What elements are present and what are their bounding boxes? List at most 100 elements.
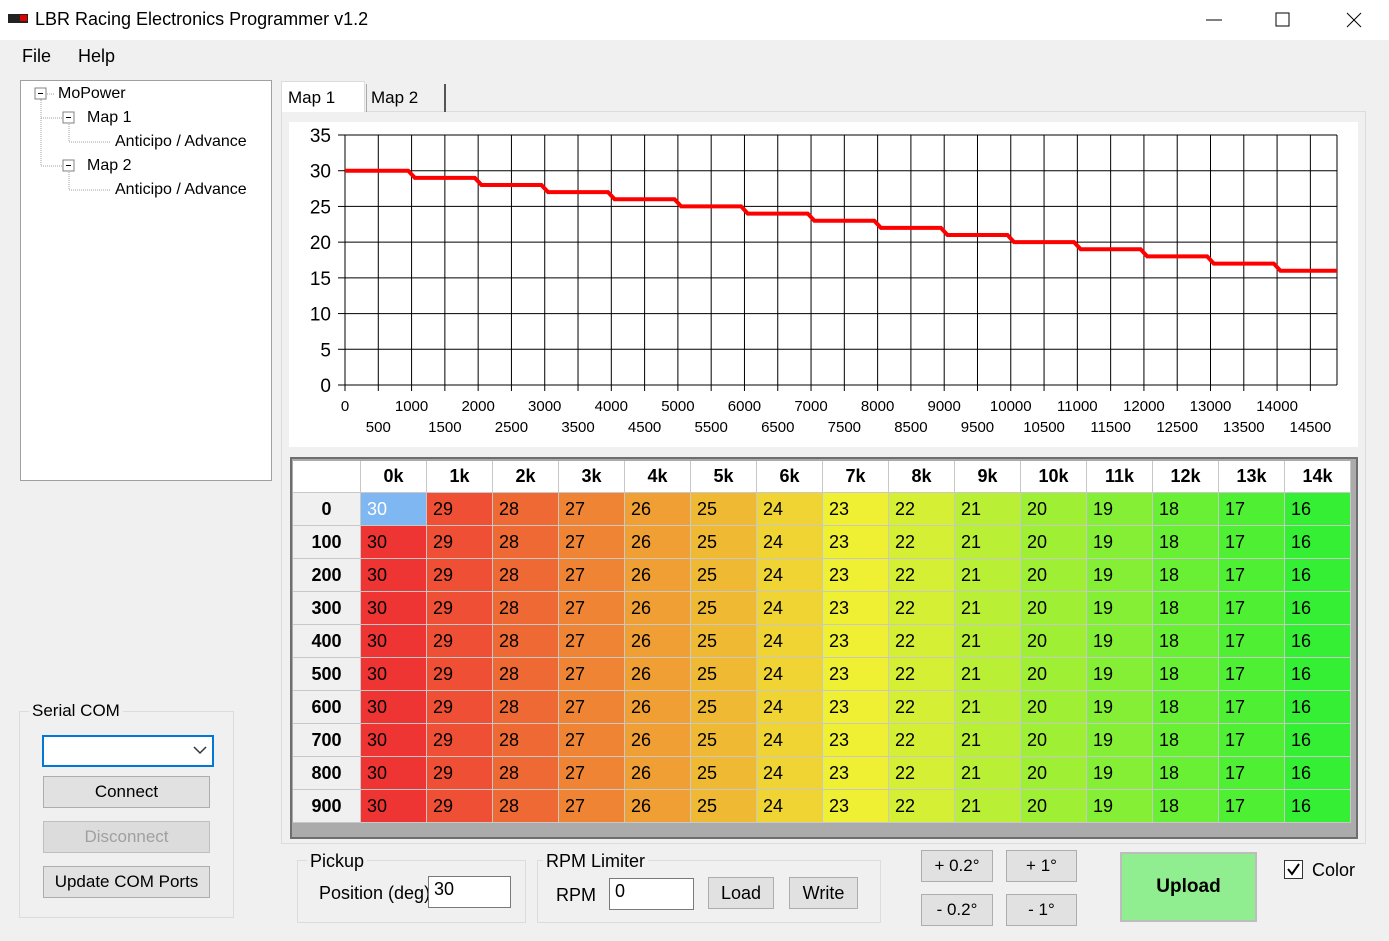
data-cell[interactable]: 18 (1153, 658, 1219, 691)
data-cell[interactable]: 21 (955, 526, 1021, 559)
data-cell[interactable]: 26 (625, 526, 691, 559)
data-cell[interactable]: 18 (1153, 691, 1219, 724)
data-cell[interactable]: 21 (955, 724, 1021, 757)
data-cell[interactable]: 22 (889, 559, 955, 592)
data-cell[interactable]: 20 (1021, 757, 1087, 790)
data-cell[interactable]: 29 (427, 658, 493, 691)
data-cell[interactable]: 25 (691, 757, 757, 790)
data-cell[interactable]: 22 (889, 493, 955, 526)
data-cell[interactable]: 16 (1285, 724, 1351, 757)
data-cell[interactable]: 27 (559, 559, 625, 592)
data-cell[interactable]: 20 (1021, 658, 1087, 691)
data-cell[interactable]: 29 (427, 592, 493, 625)
data-cell[interactable]: 22 (889, 691, 955, 724)
data-cell[interactable]: 16 (1285, 526, 1351, 559)
data-cell[interactable]: 16 (1285, 625, 1351, 658)
data-cell[interactable]: 28 (493, 691, 559, 724)
data-cell[interactable]: 26 (625, 658, 691, 691)
data-cell[interactable]: 24 (757, 658, 823, 691)
data-cell[interactable]: 17 (1219, 625, 1285, 658)
data-cell[interactable]: 25 (691, 724, 757, 757)
data-cell[interactable]: 17 (1219, 691, 1285, 724)
data-cell[interactable]: 18 (1153, 559, 1219, 592)
data-cell[interactable]: 27 (559, 658, 625, 691)
data-cell[interactable]: 25 (691, 526, 757, 559)
data-cell[interactable]: 19 (1087, 724, 1153, 757)
data-cell[interactable]: 24 (757, 526, 823, 559)
data-cell[interactable]: 16 (1285, 493, 1351, 526)
data-cell[interactable]: 21 (955, 790, 1021, 823)
data-cell[interactable]: 27 (559, 526, 625, 559)
data-cell[interactable]: 29 (427, 691, 493, 724)
data-cell[interactable]: 23 (823, 526, 889, 559)
data-cell[interactable]: 24 (757, 691, 823, 724)
data-cell[interactable]: 30 (361, 493, 427, 526)
data-cell[interactable]: 30 (361, 526, 427, 559)
data-cell[interactable]: 22 (889, 757, 955, 790)
data-cell[interactable]: 26 (625, 790, 691, 823)
data-cell[interactable]: 21 (955, 691, 1021, 724)
data-cell[interactable]: 28 (493, 493, 559, 526)
com-port-select[interactable] (42, 735, 214, 767)
data-cell[interactable]: 16 (1285, 658, 1351, 691)
data-cell[interactable]: 17 (1219, 790, 1285, 823)
data-cell[interactable]: 20 (1021, 790, 1087, 823)
write-button[interactable]: Write (789, 877, 858, 909)
data-cell[interactable]: 30 (361, 790, 427, 823)
data-cell[interactable]: 25 (691, 790, 757, 823)
data-cell[interactable]: 22 (889, 658, 955, 691)
data-cell[interactable]: 29 (427, 493, 493, 526)
data-cell[interactable]: 20 (1021, 625, 1087, 658)
data-cell[interactable]: 18 (1153, 526, 1219, 559)
data-cell[interactable]: 30 (361, 658, 427, 691)
data-cell[interactable]: 24 (757, 724, 823, 757)
data-cell[interactable]: 17 (1219, 757, 1285, 790)
tab[interactable]: Map 2 (366, 84, 446, 112)
data-cell[interactable]: 16 (1285, 691, 1351, 724)
data-cell[interactable]: 16 (1285, 757, 1351, 790)
data-cell[interactable]: 18 (1153, 625, 1219, 658)
data-cell[interactable]: 19 (1087, 526, 1153, 559)
data-cell[interactable]: 28 (493, 790, 559, 823)
data-cell[interactable]: 29 (427, 526, 493, 559)
data-cell[interactable]: 18 (1153, 592, 1219, 625)
data-cell[interactable]: 26 (625, 724, 691, 757)
data-cell[interactable]: 25 (691, 658, 757, 691)
data-cell[interactable]: 26 (625, 691, 691, 724)
data-cell[interactable]: 24 (757, 625, 823, 658)
data-cell[interactable]: 16 (1285, 559, 1351, 592)
adjust-button[interactable]: + 0.2° (921, 850, 993, 882)
data-cell[interactable]: 19 (1087, 658, 1153, 691)
data-cell[interactable]: 30 (361, 625, 427, 658)
data-cell[interactable]: 23 (823, 724, 889, 757)
data-cell[interactable]: 22 (889, 724, 955, 757)
data-cell[interactable]: 26 (625, 493, 691, 526)
data-cell[interactable]: 20 (1021, 691, 1087, 724)
data-cell[interactable]: 28 (493, 625, 559, 658)
data-cell[interactable]: 23 (823, 592, 889, 625)
data-cell[interactable]: 27 (559, 724, 625, 757)
data-cell[interactable]: 17 (1219, 592, 1285, 625)
data-cell[interactable]: 25 (691, 559, 757, 592)
data-cell[interactable]: 27 (559, 493, 625, 526)
data-cell[interactable]: 23 (823, 559, 889, 592)
data-cell[interactable]: 23 (823, 658, 889, 691)
data-cell[interactable]: 21 (955, 559, 1021, 592)
data-cell[interactable]: 29 (427, 790, 493, 823)
data-cell[interactable]: 28 (493, 757, 559, 790)
tree-node[interactable]: Map 2 (87, 157, 132, 174)
data-cell[interactable]: 24 (757, 757, 823, 790)
data-cell[interactable]: 22 (889, 526, 955, 559)
tree-node[interactable]: Anticipo / Advance (115, 181, 247, 198)
data-cell[interactable]: 23 (823, 790, 889, 823)
data-cell[interactable]: 28 (493, 658, 559, 691)
data-cell[interactable]: 29 (427, 559, 493, 592)
data-cell[interactable]: 22 (889, 790, 955, 823)
data-cell[interactable]: 27 (559, 691, 625, 724)
data-cell[interactable]: 29 (427, 757, 493, 790)
adjust-button[interactable]: + 1° (1006, 850, 1077, 882)
data-cell[interactable]: 26 (625, 559, 691, 592)
menu-item[interactable]: File (22, 46, 52, 66)
data-cell[interactable]: 29 (427, 625, 493, 658)
color-checkbox[interactable] (1284, 860, 1303, 879)
